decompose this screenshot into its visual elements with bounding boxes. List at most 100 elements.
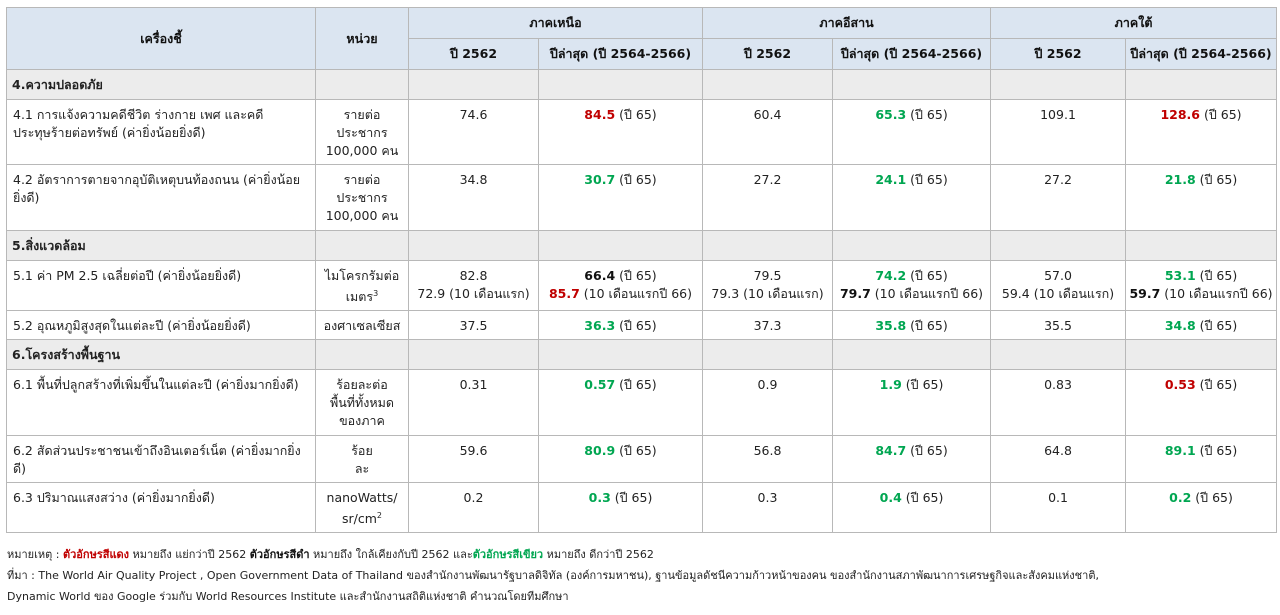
footnote-legend: หมายเหตุ : ตัวอักษรสีแดง หมายถึง แย่กว่า…	[7, 548, 654, 561]
section-row: 5.สิ่งแวดล้อม	[6, 230, 1278, 261]
indicator-table: เครื่องชี้ หน่วย ภาคเหนือ ภาคอีสาน ภาคใต…	[6, 7, 1278, 534]
header-region-northeast: ภาคอีสาน	[701, 7, 992, 39]
unit-line: องศาเซลเซียส	[323, 318, 401, 334]
northeast-latest-value: 65.3 (ปี 65)	[831, 99, 992, 165]
south-latest-value: 0.53 (ปี 65)	[1125, 369, 1278, 437]
north-base-value: 34.8	[408, 164, 539, 231]
footnote-source-cont: Dynamic World ของ Google ร่วมกับ World R…	[7, 590, 569, 603]
unit-cell: nanoWatts/ sr/cm2	[315, 482, 409, 534]
section-row: 4.ความปลอดภัย	[6, 69, 1278, 100]
north-latest-value: 84.5 (ปี 65)	[538, 99, 703, 165]
header-south-base: ปี 2562	[990, 38, 1127, 70]
section-title-environment: 5.สิ่งแวดล้อม	[6, 230, 316, 261]
indicator-label: 5.1 ค่า PM 2.5 เฉลี่ยต่อปี (ค่ายิ่งน้อยย…	[6, 259, 316, 312]
unit-line: รายต่อ	[343, 107, 381, 122]
unit-line: sr/cm2	[341, 511, 382, 527]
indicator-label: 5.2 อุณหภูมิสูงสุดในแต่ละปี (ค่ายิ่งน้อย…	[6, 310, 316, 341]
north-latest-value: 0.3 (ปี 65)	[538, 482, 703, 534]
south-latest-value: 34.8 (ปี 65)	[1125, 310, 1278, 341]
unit-line: ร้อยละต่อ	[336, 377, 388, 393]
northeast-latest-value: 24.1 (ปี 65)	[831, 164, 992, 231]
table-row: 4.2 อัตราการตายจากอุบัติเหตุบนท้องถนน (ค…	[6, 164, 1278, 231]
unit-line: nanoWatts/	[326, 490, 398, 506]
unit-line: 100,000 คน	[325, 208, 399, 223]
table-row: 4.1 การแจ้งความคดีชีวิต ร่างกาย เพศ และค…	[6, 99, 1278, 165]
north-latest-value: 0.57 (ปี 65)	[538, 369, 703, 437]
south-latest-value: 21.8 (ปี 65)	[1125, 164, 1278, 231]
header-unit: หน่วย	[315, 7, 409, 70]
unit-line: ละ	[354, 461, 370, 477]
unit-line: ประชากร	[336, 125, 388, 140]
header-region-north: ภาคเหนือ	[408, 7, 703, 39]
table-row: 6.3 ปริมาณแสงสว่าง (ค่ายิ่งมากยิ่งดี) na…	[6, 482, 1278, 534]
northeast-base-value: 56.8	[702, 435, 833, 484]
unit-cell: รายต่อ ประชากร 100,000 คน	[315, 99, 409, 165]
unit-cell: รายต่อ ประชากร 100,000 คน	[315, 164, 409, 231]
south-base-value: 0.1	[990, 482, 1127, 534]
unit-line: พื้นที่ทั้งหมด	[330, 395, 394, 411]
indicator-label: 4.2 อัตราการตายจากอุบัติเหตุบนท้องถนน (ค…	[6, 164, 316, 231]
northeast-latest-value: 84.7 (ปี 65)	[831, 435, 992, 484]
unit-cell: ร้อย ละ	[315, 435, 409, 484]
section-title-safety: 4.ความปลอดภัย	[6, 69, 316, 100]
header-north-latest: ปีล่าสุด (ปี 2564-2566)	[538, 38, 703, 70]
section-title-infrastructure: 6.โครงสร้างพื้นฐาน	[6, 339, 316, 371]
northeast-latest-value: 0.4 (ปี 65)	[831, 482, 992, 534]
north-latest-value: 66.4 (ปี 65) 85.7 (10 เดือนแรกปี 66)	[538, 259, 703, 312]
south-latest-value: 128.6 (ปี 65)	[1125, 99, 1278, 165]
south-base-value: 57.0 59.4 (10 เดือนแรก)	[990, 259, 1127, 312]
header-north-base: ปี 2562	[408, 38, 539, 70]
northeast-latest-value: 1.9 (ปี 65)	[831, 369, 992, 437]
northeast-latest-value: 74.2 (ปี 65) 79.7 (10 เดือนแรกปี 66)	[831, 259, 992, 312]
header-indicator: เครื่องชี้	[6, 7, 316, 70]
northeast-base-value: 37.3	[702, 310, 833, 341]
north-base-value: 0.2	[408, 482, 539, 534]
north-latest-value: 36.3 (ปี 65)	[538, 310, 703, 341]
south-base-value: 64.8	[990, 435, 1127, 484]
south-base-value: 0.83	[990, 369, 1127, 437]
footnote-source: ที่มา : The World Air Quality Project , …	[7, 569, 1099, 582]
northeast-latest-value: 35.8 (ปี 65)	[831, 310, 992, 341]
section-row: 6.โครงสร้างพื้นฐาน	[6, 339, 1278, 371]
unit-cell: ร้อยละต่อ พื้นที่ทั้งหมด ของภาค	[315, 369, 409, 437]
northeast-base-value: 0.3	[702, 482, 833, 534]
northeast-base-value: 27.2	[702, 164, 833, 231]
unit-line: 100,000 คน	[325, 143, 399, 158]
table-row: 6.1 พื้นที่ปลูกสร้างที่เพิ่มขึ้นในแต่ละป…	[6, 369, 1278, 437]
north-base-value: 0.31	[408, 369, 539, 437]
indicator-label: 6.2 สัดส่วนประชาชนเข้าถึงอินเตอร์เน็ต (ค…	[6, 435, 316, 484]
north-base-value: 82.8 72.9 (10 เดือนแรก)	[408, 259, 539, 312]
northeast-base-value: 0.9	[702, 369, 833, 437]
north-base-value: 37.5	[408, 310, 539, 341]
table-row: 5.1 ค่า PM 2.5 เฉลี่ยต่อปี (ค่ายิ่งน้อยย…	[6, 259, 1278, 312]
unit-line: ร้อย	[351, 443, 373, 459]
header-northeast-latest: ปีล่าสุด (ปี 2564-2566)	[831, 38, 992, 70]
table-row: 6.2 สัดส่วนประชาชนเข้าถึงอินเตอร์เน็ต (ค…	[6, 435, 1278, 484]
south-base-value: 109.1	[990, 99, 1127, 165]
indicator-label: 4.1 การแจ้งความคดีชีวิต ร่างกาย เพศ และค…	[6, 99, 316, 165]
northeast-base-value: 79.5 79.3 (10 เดือนแรก)	[702, 259, 833, 312]
unit-line: เมตร3	[345, 289, 379, 305]
unit-line: รายต่อ	[343, 172, 381, 187]
table-row: 5.2 อุณหภูมิสูงสุดในแต่ละปี (ค่ายิ่งน้อย…	[6, 310, 1278, 341]
south-latest-value: 53.1 (ปี 65) 59.7 (10 เดือนแรกปี 66)	[1125, 259, 1278, 312]
unit-line: ไมโครกรัมต่อ	[324, 268, 400, 283]
north-base-value: 74.6	[408, 99, 539, 165]
north-latest-value: 30.7 (ปี 65)	[538, 164, 703, 231]
header-region-south: ภาคใต้	[990, 7, 1278, 39]
unit-cell: ไมโครกรัมต่อ เมตร3	[315, 259, 409, 312]
unit-line: ของภาค	[339, 413, 385, 429]
unit-cell: องศาเซลเซียส	[315, 310, 409, 341]
northeast-base-value: 60.4	[702, 99, 833, 165]
south-latest-value: 0.2 (ปี 65)	[1125, 482, 1278, 534]
header-northeast-base: ปี 2562	[702, 38, 833, 70]
south-base-value: 35.5	[990, 310, 1127, 341]
indicator-label: 6.3 ปริมาณแสงสว่าง (ค่ายิ่งมากยิ่งดี)	[6, 482, 316, 534]
header-south-latest: ปีล่าสุด (ปี 2564-2566)	[1125, 38, 1278, 70]
unit-line: ประชากร	[336, 190, 388, 205]
indicator-label: 6.1 พื้นที่ปลูกสร้างที่เพิ่มขึ้นในแต่ละป…	[6, 369, 316, 437]
north-base-value: 59.6	[408, 435, 539, 484]
north-latest-value: 80.9 (ปี 65)	[538, 435, 703, 484]
south-latest-value: 89.1 (ปี 65)	[1125, 435, 1278, 484]
south-base-value: 27.2	[990, 164, 1127, 231]
